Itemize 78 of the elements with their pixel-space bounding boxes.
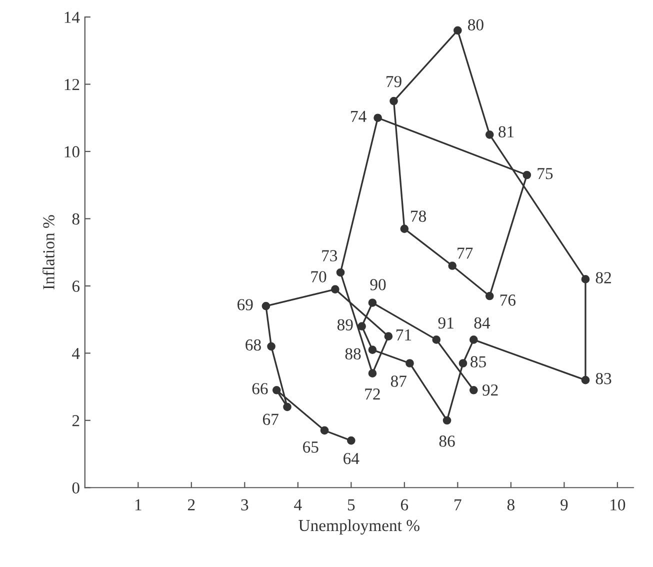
annotation: 91 xyxy=(438,317,454,329)
annotation: 70 xyxy=(311,271,326,282)
annotation: 73 xyxy=(322,250,338,262)
point xyxy=(442,416,452,425)
point xyxy=(368,346,377,354)
annotation: 90 xyxy=(370,278,386,290)
annotation: 81 xyxy=(498,126,514,138)
annotation: 79 xyxy=(386,76,402,88)
annotation: 77 xyxy=(458,248,473,259)
annotation: 87 xyxy=(390,376,406,387)
x-tick-label: 3 xyxy=(241,499,248,510)
point xyxy=(432,336,441,344)
y-tick-label: 12 xyxy=(64,78,80,90)
point xyxy=(374,114,382,122)
point xyxy=(522,170,532,180)
y-tick-label: 6 xyxy=(72,280,80,292)
x-tick-label: 9 xyxy=(560,499,568,510)
annotation: 66 xyxy=(252,383,268,394)
x-tick-label: 6 xyxy=(400,499,408,510)
y-tick-label: 2 xyxy=(72,415,80,426)
point xyxy=(458,359,468,368)
y-tick-label: 4 xyxy=(72,348,80,359)
point xyxy=(485,130,494,139)
x-tick-label: 1 xyxy=(135,499,142,510)
point xyxy=(331,285,340,294)
point xyxy=(581,275,590,284)
point xyxy=(400,224,409,233)
point xyxy=(469,336,478,344)
point xyxy=(454,26,462,35)
annotation: 80 xyxy=(468,19,484,30)
point xyxy=(346,436,356,445)
point xyxy=(272,386,281,394)
annotation: 78 xyxy=(411,210,426,222)
annotation: 69 xyxy=(238,299,253,310)
point xyxy=(283,402,292,412)
point xyxy=(581,376,590,384)
x-tick-label: 10 xyxy=(610,499,626,510)
annotation: 92 xyxy=(482,384,498,396)
point xyxy=(262,302,270,310)
x-tick-label: 8 xyxy=(507,499,514,510)
annotation: 64 xyxy=(344,452,360,464)
annotation: 88 xyxy=(345,348,361,360)
x-tick-label: 5 xyxy=(348,499,355,510)
y-tick-label: 10 xyxy=(64,146,80,158)
x-tick-label: 4 xyxy=(294,499,302,510)
point xyxy=(267,342,276,351)
annotation: 83 xyxy=(596,372,612,384)
point xyxy=(485,292,494,300)
point xyxy=(336,268,345,277)
y-tick-label: 14 xyxy=(64,12,80,23)
annotation: 86 xyxy=(439,436,455,447)
point xyxy=(406,359,414,368)
annotation: 76 xyxy=(500,294,516,306)
annotation: 72 xyxy=(365,388,380,400)
y-tick-label: 8 xyxy=(72,213,80,225)
annotation: 74 xyxy=(351,110,366,122)
annotation: 67 xyxy=(262,414,278,426)
point xyxy=(320,426,329,435)
point xyxy=(384,332,393,341)
annotation: 89 xyxy=(337,319,353,330)
annotation: 84 xyxy=(474,317,490,329)
annotation: 75 xyxy=(538,168,553,180)
annotation: 85 xyxy=(470,356,486,368)
y-tick-label: 0 xyxy=(72,482,80,494)
point xyxy=(390,96,398,106)
annotation: 82 xyxy=(596,272,611,284)
point xyxy=(448,262,457,270)
annotation: 71 xyxy=(396,329,412,340)
x-tick-label: 2 xyxy=(188,499,195,510)
x-axis-title: Unemployment % xyxy=(298,519,420,535)
annotation: 65 xyxy=(303,442,318,453)
annotation: 68 xyxy=(246,339,261,351)
point xyxy=(358,322,366,330)
y-axis-title: Inflation % xyxy=(42,215,54,290)
x-tick-label: 7 xyxy=(454,499,462,510)
point xyxy=(469,386,478,394)
point xyxy=(368,369,377,378)
point xyxy=(368,298,377,307)
